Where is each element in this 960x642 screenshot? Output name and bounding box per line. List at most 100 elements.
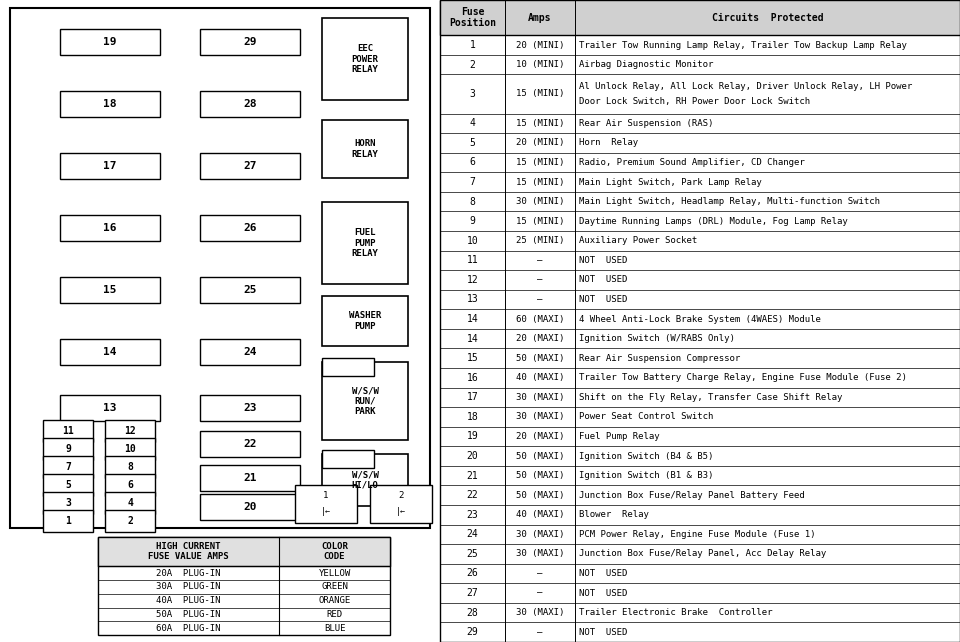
Text: 16: 16 [104,223,117,233]
Bar [440,0,960,35]
Text: 10 (MINI): 10 (MINI) [516,60,564,69]
Text: Junction Box Fuse/Relay Panel Battery Feed: Junction Box Fuse/Relay Panel Battery Fe… [579,490,804,499]
Bar [322,450,374,468]
Text: 7: 7 [469,177,475,187]
Bar [322,120,408,178]
Text: 15 (MINI): 15 (MINI) [516,217,564,226]
Text: |←: |← [321,507,331,516]
Bar [105,438,155,460]
Text: Main Light Switch, Headlamp Relay, Multi-function Switch: Main Light Switch, Headlamp Relay, Multi… [579,197,880,206]
Bar [200,494,300,520]
Bar [43,492,93,514]
Text: 15: 15 [467,353,478,363]
Bar [200,91,300,117]
Text: 22: 22 [243,439,256,449]
Text: 20 (MINI): 20 (MINI) [516,40,564,49]
Text: 30 (MINI): 30 (MINI) [516,197,564,206]
Text: 6: 6 [127,480,132,490]
Bar [200,29,300,55]
Text: 20 (MAXI): 20 (MAXI) [516,432,564,441]
Bar [200,465,300,491]
Text: Blower  Relay: Blower Relay [579,510,649,519]
Text: Junction Box Fuse/Relay Panel, Acc Delay Relay: Junction Box Fuse/Relay Panel, Acc Delay… [579,550,827,559]
Text: 50 (MAXI): 50 (MAXI) [516,451,564,460]
Text: –: – [538,295,542,304]
Text: 50 (MAXI): 50 (MAXI) [516,354,564,363]
Bar [60,339,160,365]
Text: 15 (MINI): 15 (MINI) [516,119,564,128]
Bar [322,454,408,506]
Bar [10,8,430,528]
Text: 50 (MAXI): 50 (MAXI) [516,471,564,480]
Bar [43,474,93,496]
Text: HIGH CURRENT
FUSE VALUE AMPS: HIGH CURRENT FUSE VALUE AMPS [148,542,228,561]
Text: 2: 2 [127,516,132,526]
Text: Shift on the Fly Relay, Transfer Case Shift Relay: Shift on the Fly Relay, Transfer Case Sh… [579,393,842,402]
Text: 13: 13 [104,403,117,413]
Text: 20 (MINI): 20 (MINI) [516,139,564,148]
Bar [60,277,160,303]
Bar [322,362,408,440]
Text: Rear Air Suspension (RAS): Rear Air Suspension (RAS) [579,119,713,128]
Text: Rear Air Suspension Compressor: Rear Air Suspension Compressor [579,354,740,363]
Bar [60,29,160,55]
Text: 24: 24 [243,347,256,357]
Text: Daytime Running Lamps (DRL) Module, Fog Lamp Relay: Daytime Running Lamps (DRL) Module, Fog … [579,217,848,226]
Bar [105,510,155,532]
Text: 40 (MAXI): 40 (MAXI) [516,510,564,519]
Text: Trailer Electronic Brake  Controller: Trailer Electronic Brake Controller [579,608,773,617]
Text: 2: 2 [398,490,404,499]
Text: NOT  USED: NOT USED [579,295,628,304]
Text: 29: 29 [243,37,256,47]
Text: 60 (MAXI): 60 (MAXI) [516,315,564,324]
Text: 10: 10 [124,444,136,454]
Text: 9: 9 [65,444,71,454]
Text: 28: 28 [467,607,478,618]
Text: 20A  PLUG-IN: 20A PLUG-IN [156,569,221,578]
Text: –: – [538,589,542,598]
Bar [60,153,160,179]
Text: 20: 20 [243,502,256,512]
Text: 17: 17 [104,161,117,171]
Text: 23: 23 [467,510,478,520]
Text: 30 (MAXI): 30 (MAXI) [516,608,564,617]
Text: NOT  USED: NOT USED [579,569,628,578]
Text: 15 (MINI): 15 (MINI) [516,178,564,187]
Text: NOT  USED: NOT USED [579,275,628,284]
Text: EEC
POWER
RELAY: EEC POWER RELAY [351,44,378,74]
Bar [98,537,390,566]
Text: 23: 23 [243,403,256,413]
Text: –: – [538,569,542,578]
Text: Al Unlock Relay, All Lock Relay, Driver Unlock Relay, LH Power: Al Unlock Relay, All Lock Relay, Driver … [579,82,912,91]
Text: 5: 5 [65,480,71,490]
Text: 26: 26 [243,223,256,233]
Text: 30 (MAXI): 30 (MAXI) [516,530,564,539]
Text: 1: 1 [324,490,328,499]
Bar [295,485,357,523]
Text: 22: 22 [467,490,478,500]
Text: 17: 17 [467,392,478,403]
Text: 11: 11 [62,426,74,436]
Bar [322,18,408,100]
Text: ORANGE: ORANGE [319,596,350,605]
Text: 24: 24 [467,530,478,539]
Text: 30 (MAXI): 30 (MAXI) [516,412,564,421]
Bar [60,395,160,421]
Text: 19: 19 [104,37,117,47]
Bar [105,456,155,478]
Text: RED: RED [326,610,343,619]
Bar [200,153,300,179]
Text: 26: 26 [467,569,478,578]
Text: 20 (MAXI): 20 (MAXI) [516,334,564,343]
Text: 14: 14 [467,314,478,324]
Text: Power Seat Control Switch: Power Seat Control Switch [579,412,713,421]
Text: 13: 13 [467,295,478,304]
Text: 6: 6 [469,157,475,168]
Text: 25: 25 [467,549,478,559]
Bar [200,395,300,421]
Text: Amps: Amps [528,13,552,22]
Text: NOT  USED: NOT USED [579,628,628,637]
Bar [440,0,960,642]
Text: 14: 14 [467,334,478,343]
Text: 50A  PLUG-IN: 50A PLUG-IN [156,610,221,619]
